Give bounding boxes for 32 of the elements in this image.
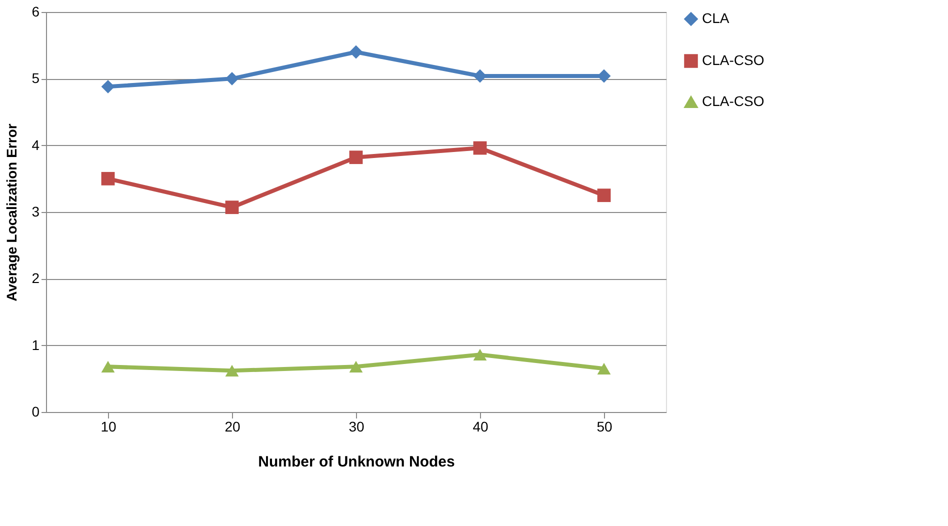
point <box>101 80 115 94</box>
y-tick-label: 5 <box>32 70 40 86</box>
y-tick-label: 6 <box>32 4 40 20</box>
point <box>473 141 487 155</box>
x-tick-label: 30 <box>348 418 364 434</box>
point <box>225 200 239 214</box>
point <box>101 172 115 186</box>
y-axis-title: Average Localization Error <box>4 123 20 302</box>
point <box>473 69 487 83</box>
point <box>597 188 611 202</box>
y-tick-label: 2 <box>32 270 40 286</box>
point <box>225 72 239 86</box>
point <box>349 150 363 164</box>
x-tick-label: 10 <box>100 418 116 434</box>
x-tick-label: 40 <box>472 418 488 434</box>
y-tick-label: 0 <box>32 404 40 420</box>
point <box>597 362 611 374</box>
x-tick-label: 50 <box>596 418 612 434</box>
point <box>349 45 363 59</box>
x-axis-title: Number of Unknown Nodes <box>258 454 455 470</box>
point <box>349 360 363 372</box>
legend-label: CLA-CSO <box>702 52 764 68</box>
point <box>473 348 487 360</box>
point <box>101 360 115 372</box>
legend-label: CLA-CSO <box>702 93 764 109</box>
point <box>225 364 239 376</box>
y-tick-label: 3 <box>32 204 40 220</box>
x-tick-label: 20 <box>224 418 240 434</box>
y-tick-label: 4 <box>32 136 40 153</box>
y-tick-label: 1 <box>32 336 40 353</box>
point <box>597 69 611 83</box>
legend-label: CLA <box>702 10 730 26</box>
